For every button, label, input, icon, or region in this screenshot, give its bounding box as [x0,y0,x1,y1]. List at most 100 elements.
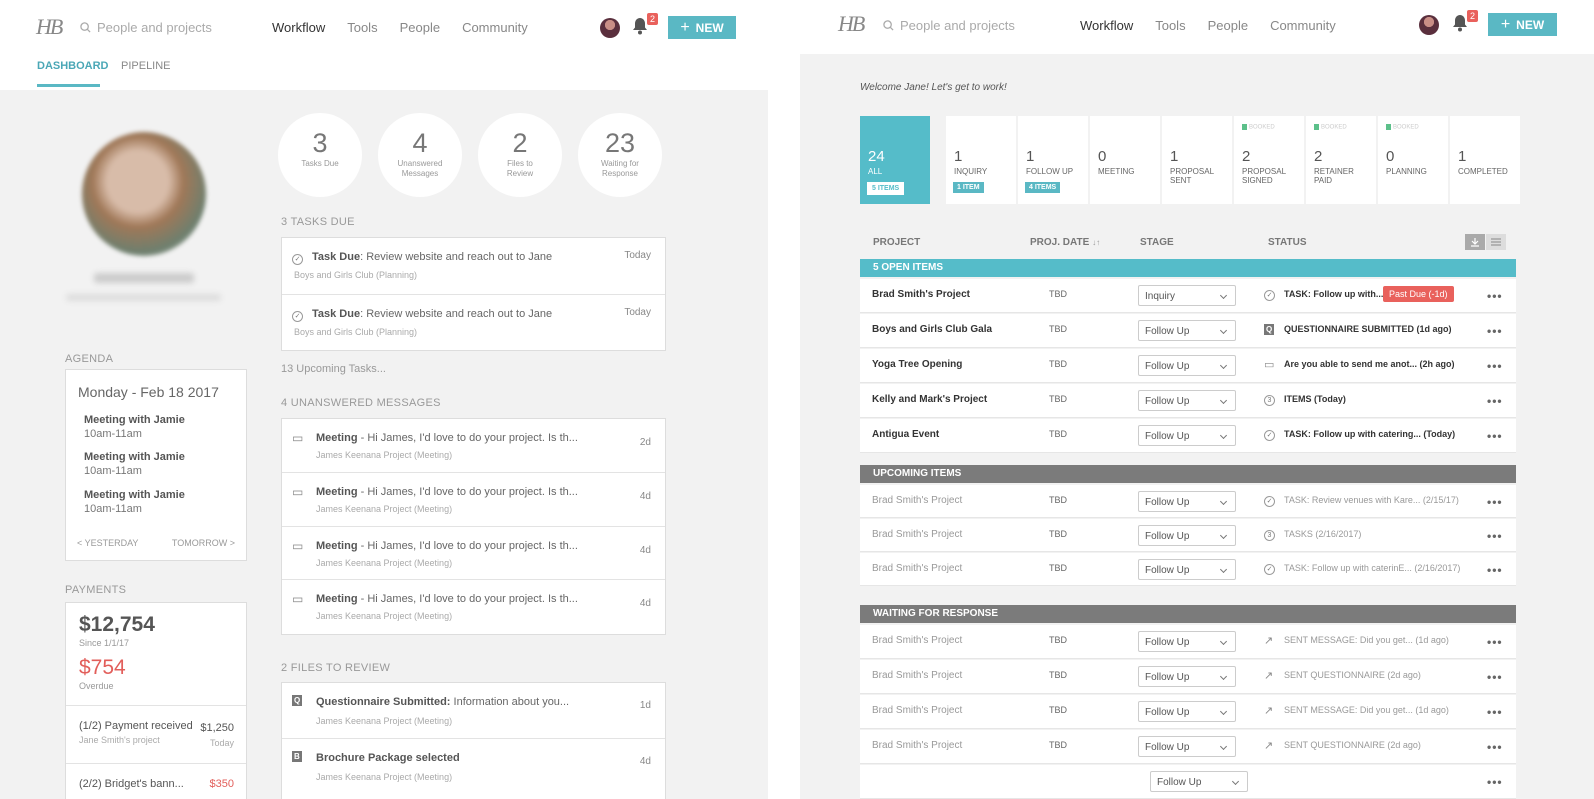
project-name[interactable]: Yoga Tree Opening [872,359,963,370]
new-button[interactable]: + NEW [1488,13,1557,36]
download-button[interactable] [1465,234,1485,250]
search-input[interactable]: People and projects [97,20,212,35]
stage-select[interactable]: Follow Up [1138,320,1236,341]
agenda-next-link[interactable]: TOMORROW > [171,538,235,548]
nav-community[interactable]: Community [1270,18,1336,33]
message-row[interactable]: ▭ Meeting - Hi James, I'd love to do you… [282,579,665,634]
more-options-icon[interactable]: ••• [1487,359,1503,373]
stage-completed[interactable]: 1 COMPLETED [1450,116,1520,204]
stage-select[interactable]: Inquiry [1138,285,1236,306]
search-input[interactable]: People and projects [900,18,1015,33]
table-row[interactable]: Brad Smith's Project TBD Follow Up ↗ SENT QU… [860,730,1516,764]
project-name[interactable]: Brad Smith's Project [872,740,963,751]
table-row[interactable]: Follow Up ••• [860,765,1516,799]
stage-meeting[interactable]: 0 MEETING [1090,116,1160,204]
list-view-button[interactable] [1486,234,1506,250]
notifications[interactable]: 2 [632,13,658,37]
stage-proposal-signed[interactable]: BOOKED 2 PROPOSAL SIGNED [1234,116,1304,204]
stage-retainer-paid[interactable]: BOOKED 2 RETAINER PAID [1306,116,1376,204]
project-name[interactable]: Brad Smith's Project [872,289,970,300]
project-name[interactable]: Boys and Girls Club Gala [872,324,993,335]
stage-select[interactable]: Follow Up [1138,631,1236,652]
more-options-icon[interactable]: ••• [1487,705,1503,719]
project-name[interactable]: Brad Smith's Project [872,529,963,540]
stat-tasks-due[interactable]: 3 Tasks Due [278,113,362,197]
project-name[interactable]: Antigua Event [872,429,940,440]
nav-people[interactable]: People [1207,18,1249,33]
stage-select[interactable]: Follow Up [1138,491,1236,512]
profile-photo[interactable] [82,132,206,256]
task-row[interactable]: ✓ Task Due: Review website and reach out… [282,238,665,294]
more-options-icon[interactable]: ••• [1487,740,1503,754]
table-row[interactable]: Antigua Event TBD Follow Up ✓ TASK: Follow u… [860,419,1516,453]
table-row[interactable]: Brad Smith's Project TBD Follow Up ↗ SENT ME… [860,625,1516,659]
table-row[interactable]: Kelly and Mark's Project TBD Follow Up 3 ITE… [860,384,1516,418]
stage-select[interactable]: Follow Up [1138,525,1236,546]
tab-dashboard[interactable]: DASHBOARD [37,60,109,72]
stage-follow-up[interactable]: 1 FOLLOW UP 4 ITEMS [1018,116,1088,204]
more-options-icon[interactable]: ••• [1487,635,1503,649]
table-row[interactable]: Brad Smith's Project TBD Inquiry ✓ TASK: Fol… [860,279,1516,313]
col-proj-date[interactable]: PROJ. DATE ↓↑ [1030,237,1100,248]
project-name[interactable]: Brad Smith's Project [872,705,963,716]
search-box[interactable]: People and projects [80,20,212,35]
tab-pipeline[interactable]: PIPELINE [121,60,171,72]
payment-row[interactable]: (2/2) Bridget's bann... $350 [66,763,246,799]
message-row[interactable]: ▭ Meeting - Hi James, I'd love to do you… [282,472,665,526]
more-options-icon[interactable]: ••• [1487,775,1503,789]
logo[interactable]: HB [36,14,63,39]
stage-inquiry[interactable]: 1 INQUIRY 1 ITEM [946,116,1016,204]
stage-select[interactable]: Follow Up [1138,425,1236,446]
col-project[interactable]: PROJECT [873,237,921,248]
table-row[interactable]: Brad Smith's Project TBD Follow Up ↗ SENT ME… [860,695,1516,729]
file-row[interactable]: B Brochure Package selected James Keenan… [282,738,665,793]
table-row[interactable]: Brad Smith's Project TBD Follow Up ✓ TASK: R… [860,485,1516,518]
table-row[interactable]: Brad Smith's Project TBD Follow Up ↗ SENT QU… [860,660,1516,694]
task-row[interactable]: ✓ Task Due: Review website and reach out… [282,294,665,350]
more-options-icon[interactable]: ••• [1487,289,1503,303]
project-name[interactable]: Brad Smith's Project [872,495,963,506]
project-name[interactable]: Brad Smith's Project [872,635,963,646]
nav-workflow[interactable]: Workflow [272,20,326,35]
more-options-icon[interactable]: ••• [1487,394,1503,408]
stage-select[interactable]: Follow Up [1138,355,1236,376]
nav-tools[interactable]: Tools [1155,18,1186,33]
stage-planning[interactable]: BOOKED 0 PLANNING [1378,116,1448,204]
table-row[interactable]: Brad Smith's Project TBD Follow Up ✓ TASK: F… [860,553,1516,586]
nav-workflow[interactable]: Workflow [1080,18,1134,33]
payment-row[interactable]: (1/2) Payment received Jane Smith's proj… [66,705,246,763]
more-options-icon[interactable]: ••• [1487,495,1503,509]
logo[interactable]: HB [838,11,865,36]
more-options-icon[interactable]: ••• [1487,529,1503,543]
stage-proposal-sent[interactable]: 1 PROPOSAL SENT [1162,116,1232,204]
table-row[interactable]: Boys and Girls Club Gala TBD Follow Up Q QUE… [860,314,1516,348]
search-box[interactable]: People and projects [883,18,1015,33]
agenda-item[interactable]: Meeting with Jamie 10am-11am [84,450,185,478]
stat-files-to-review[interactable]: 2 Files to Review [478,113,562,197]
project-name[interactable]: Brad Smith's Project [872,670,963,681]
nav-community[interactable]: Community [462,20,528,35]
stat-unanswered-messages[interactable]: 4 Unanswered Messages [378,113,462,197]
col-status[interactable]: STATUS [1268,237,1307,248]
stage-all[interactable]: 24 ALL 5 ITEMS [860,116,930,204]
agenda-item[interactable]: Meeting with Jamie 10am-11am [84,413,185,441]
message-row[interactable]: ▭ Meeting - Hi James, I'd love to do you… [282,419,665,472]
col-stage[interactable]: STAGE [1140,237,1174,248]
notifications[interactable]: 2 [1452,10,1478,34]
project-name[interactable]: Brad Smith's Project [872,563,963,574]
stage-select[interactable]: Follow Up [1138,701,1236,722]
nav-tools[interactable]: Tools [347,20,378,35]
nav-people[interactable]: People [399,20,441,35]
more-options-icon[interactable]: ••• [1487,429,1503,443]
stage-select[interactable]: Follow Up [1138,736,1236,757]
user-avatar[interactable] [600,18,620,38]
agenda-prev-link[interactable]: < YESTERDAY [77,538,139,548]
table-row[interactable]: Brad Smith's Project TBD Follow Up 3 TASKS (… [860,519,1516,552]
stage-select[interactable]: Follow Up [1138,666,1236,687]
stage-select[interactable]: Follow Up [1150,771,1248,792]
more-options-icon[interactable]: ••• [1487,324,1503,338]
more-options-icon[interactable]: ••• [1487,563,1503,577]
table-row[interactable]: Yoga Tree Opening TBD Follow Up ▭ Are you ab… [860,349,1516,383]
upcoming-tasks-link[interactable]: 13 Upcoming Tasks... [281,363,386,375]
project-name[interactable]: Kelly and Mark's Project [872,394,988,405]
